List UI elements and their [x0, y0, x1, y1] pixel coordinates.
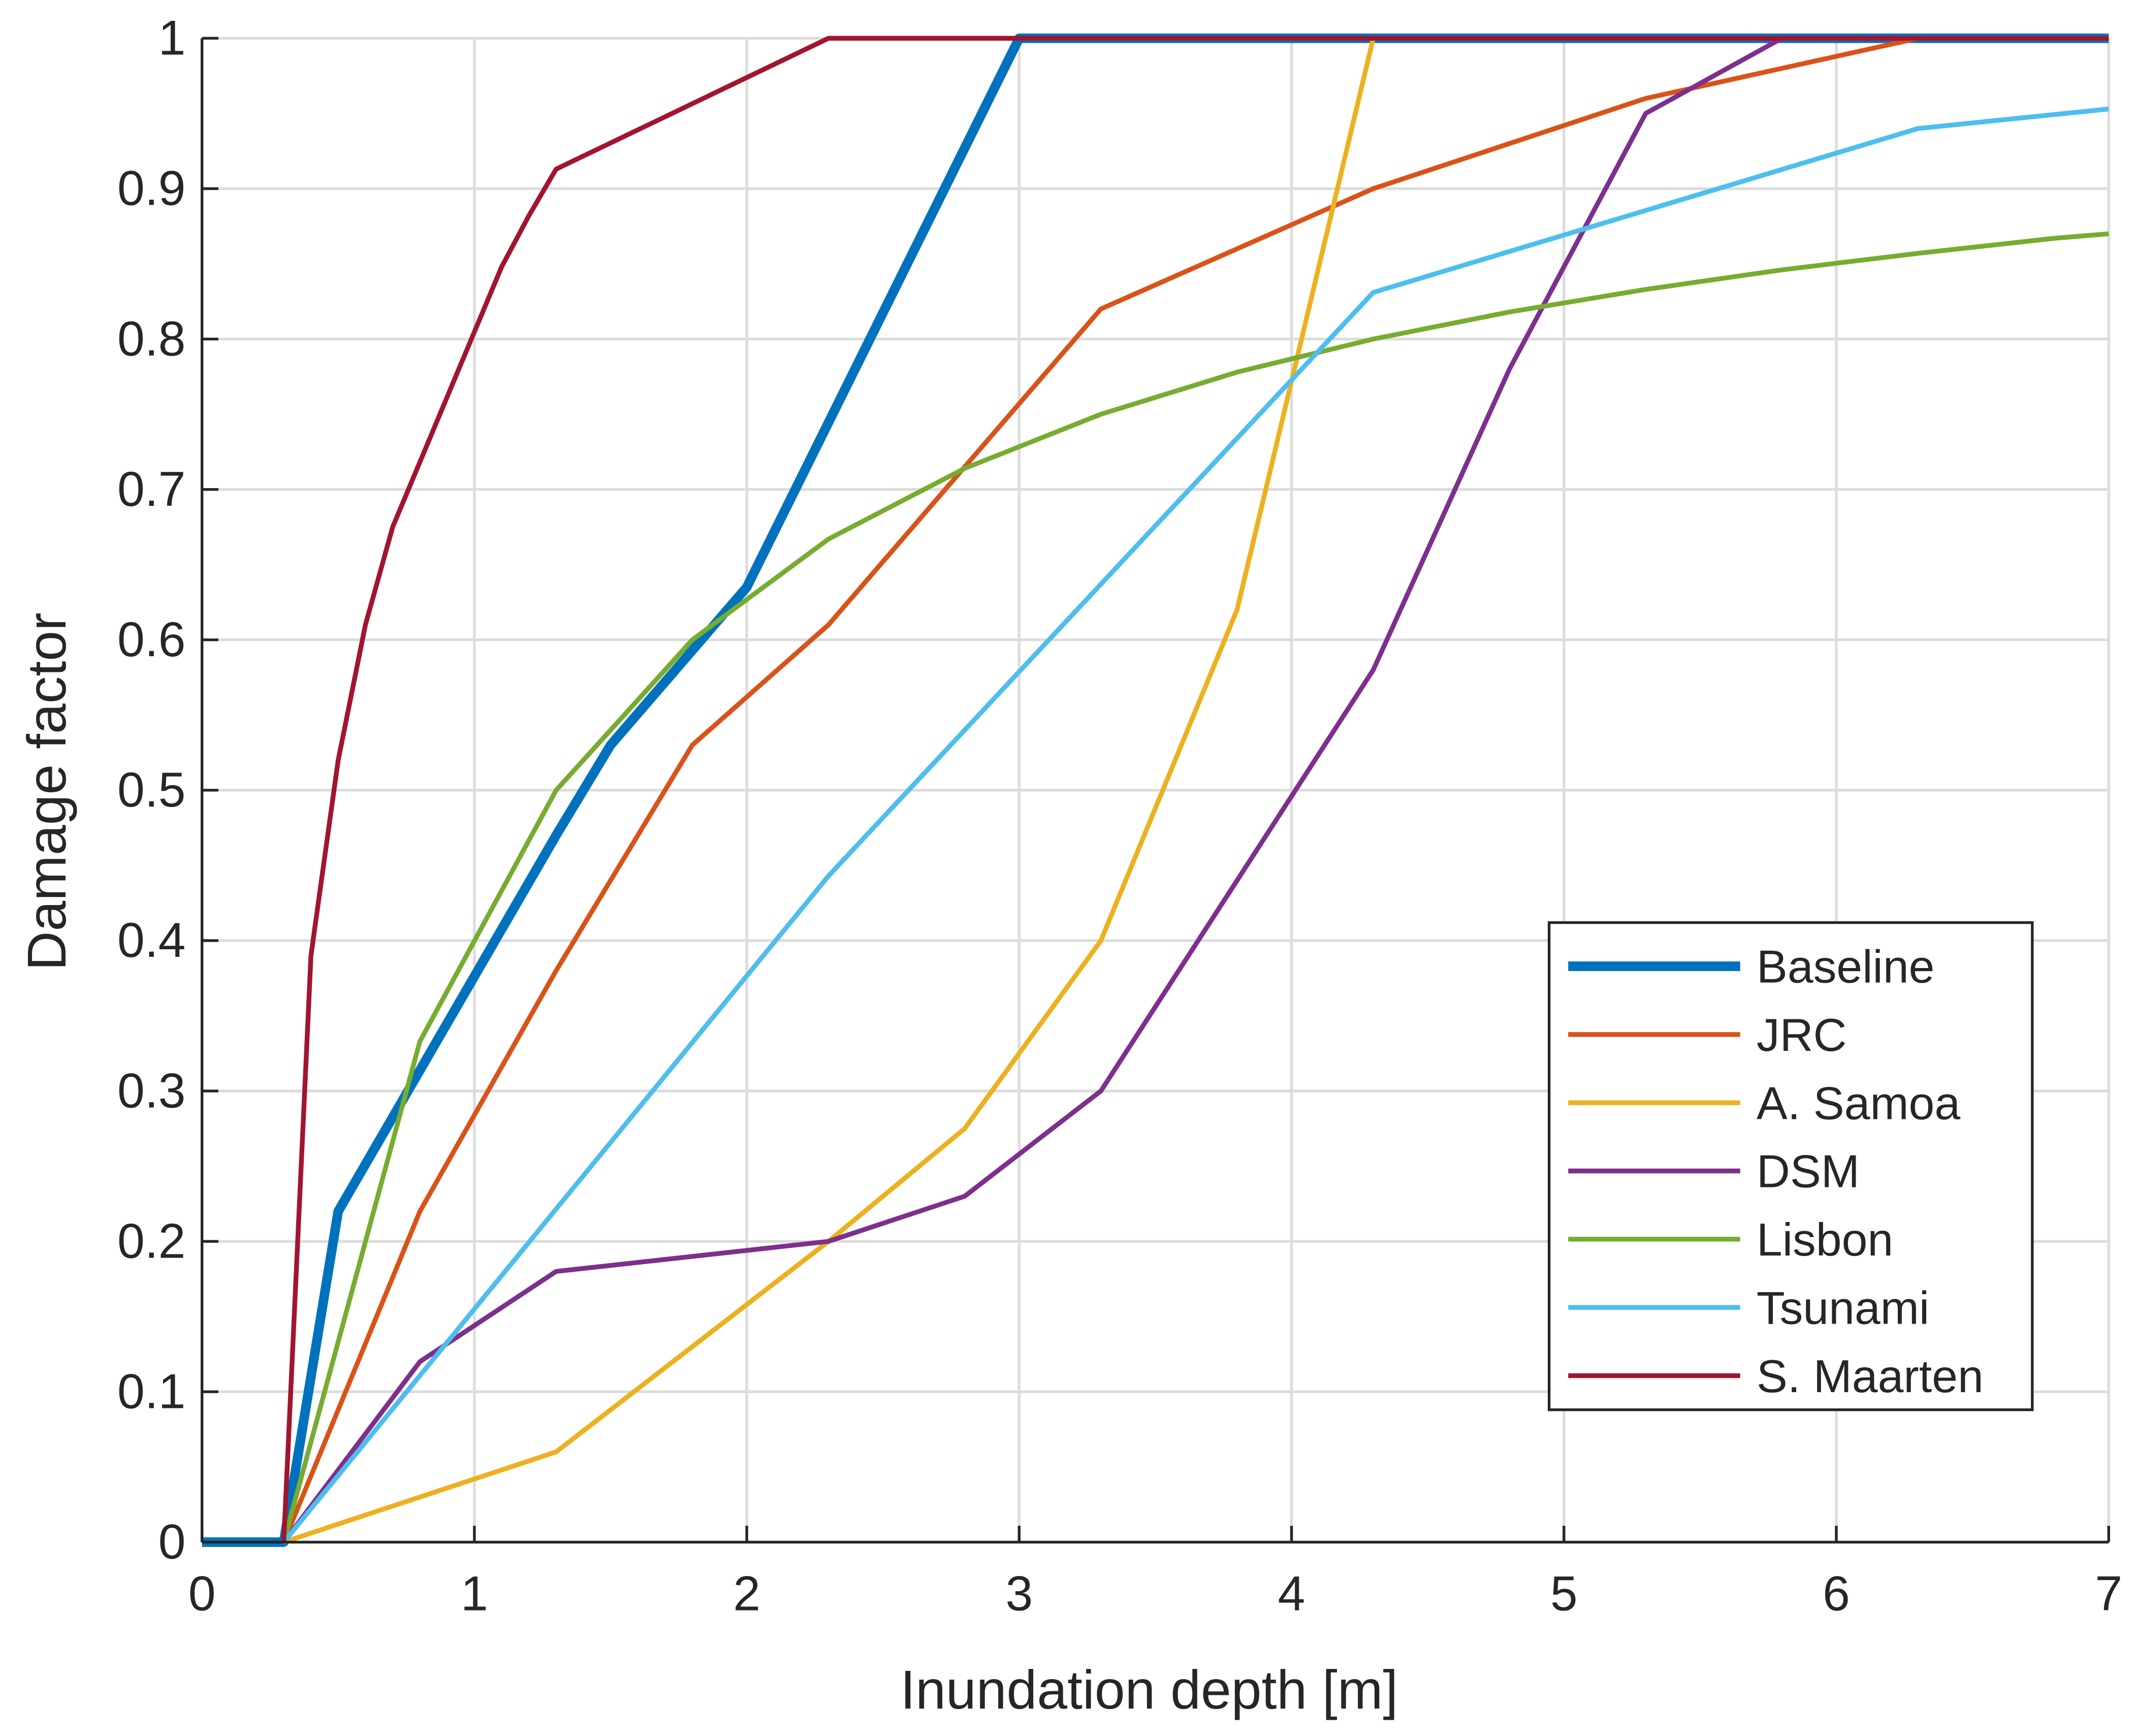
y-tick-label: 1 [158, 11, 186, 66]
x-tick-label: 3 [1005, 1566, 1033, 1621]
x-tick-label: 5 [1550, 1566, 1578, 1621]
series-line-s-maarten [281, 36, 2109, 1542]
y-tick-label: 0.6 [117, 612, 185, 667]
series-line-baseline [202, 33, 2109, 1547]
x-tick-label: 4 [1278, 1566, 1305, 1621]
series-line-lisbon [281, 231, 2109, 1543]
series-line-a-samoa [283, 36, 2109, 1545]
x-tick-label: 7 [2095, 1566, 2122, 1621]
x-tick-label: 6 [1823, 1566, 1850, 1621]
legend-label: Lisbon [1757, 1214, 1893, 1266]
x-axis-label: Inundation depth [m] [900, 1659, 1398, 1720]
legend-label: S. Maarten [1757, 1351, 1984, 1402]
legend-label: Baseline [1757, 941, 1934, 993]
legend-label: JRC [1757, 1009, 1847, 1061]
y-tick-label: 0.2 [117, 1213, 185, 1268]
legend-label: Tsunami [1757, 1282, 1929, 1334]
legend-box [1547, 921, 2034, 1411]
series-line-dsm [281, 36, 2109, 1544]
legend-label: A. Samoa [1757, 1077, 1960, 1129]
legend-label: DSM [1757, 1146, 1860, 1198]
y-tick-label: 0.8 [117, 311, 185, 366]
series-line-tsunami [281, 106, 2109, 1544]
y-tick-label: 0.7 [117, 462, 185, 517]
x-tick-label: 0 [188, 1566, 216, 1621]
y-tick-label: 0.5 [117, 762, 185, 817]
y-tick-label: 0.1 [117, 1364, 185, 1419]
legend: Baseline JRC A. Samoa DSM Lisbon Tsunami S. Ma… [1547, 921, 2034, 1411]
x-tick-label: 1 [461, 1566, 488, 1621]
y-tick-label: 0.3 [117, 1063, 185, 1118]
y-tick-label: 0 [158, 1515, 186, 1569]
series-lines [202, 33, 2109, 1547]
x-tick-label: 2 [733, 1566, 760, 1621]
axes: 0 1 2 3 4 5 6 7 0 0.1 0.2 0.3 0.4 0.5 0.6 0.7 0.8 0.9 1 [117, 11, 2122, 1621]
y-tick-label: 0.9 [117, 161, 185, 216]
y-axis-label: Damage factor [16, 613, 77, 971]
y-tick-label: 0.4 [117, 913, 185, 968]
